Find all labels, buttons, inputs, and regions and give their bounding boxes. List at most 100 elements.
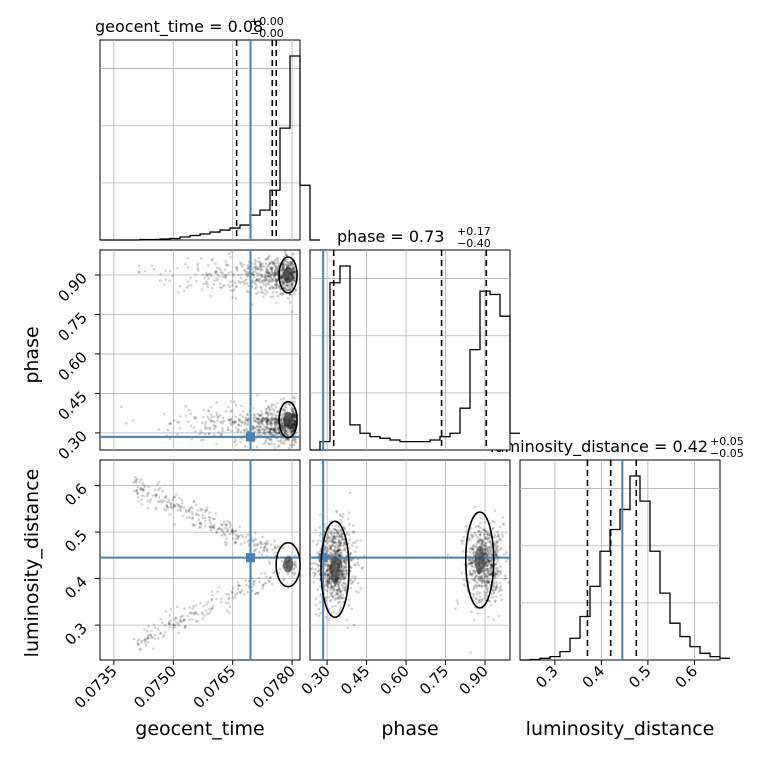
sample-point: [234, 297, 238, 300]
sample-point: [326, 533, 330, 536]
sample-point: [471, 546, 474, 550]
sample-point: [327, 580, 331, 583]
sample-point: [139, 486, 142, 490]
sample-point: [200, 523, 203, 526]
sample-point: [290, 443, 294, 446]
sample-point: [335, 612, 338, 616]
sample-point: [338, 552, 342, 555]
sample-point: [486, 569, 489, 573]
sample-point: [212, 424, 216, 427]
sample-point: [153, 488, 157, 492]
sample-point: [336, 532, 339, 535]
sample-point: [258, 262, 262, 266]
sample-point: [284, 251, 287, 255]
sample-point: [286, 572, 290, 576]
sample-point: [331, 605, 334, 609]
sample-point: [219, 600, 223, 604]
sample-point: [265, 421, 268, 424]
sample-point: [143, 638, 147, 642]
sample-point: [210, 597, 214, 601]
sample-point: [288, 300, 292, 304]
sample-point: [494, 573, 498, 576]
sample-point: [148, 500, 152, 504]
sample-point: [260, 290, 263, 294]
sample-point: [276, 430, 279, 434]
sample-point: [293, 419, 297, 423]
sample-point: [341, 532, 344, 535]
sample-point: [258, 265, 261, 268]
sample-point: [147, 624, 150, 628]
sample-point: [273, 273, 276, 277]
sample-point: [131, 419, 135, 422]
sample-point: [263, 275, 267, 279]
sample-point: [212, 427, 216, 431]
sample-point: [178, 427, 182, 430]
sample-point: [206, 274, 210, 277]
sample-point: [140, 494, 144, 497]
sample-point: [270, 423, 274, 426]
sample-point: [255, 285, 258, 289]
sample-point: [340, 597, 343, 600]
sample-point: [159, 631, 163, 635]
sample-point: [271, 285, 275, 289]
sample-point: [267, 560, 271, 563]
sample-point: [231, 529, 234, 533]
sample-point: [231, 586, 235, 590]
sample-point: [291, 425, 295, 429]
sample-point: [194, 610, 197, 614]
sample-point: [209, 272, 212, 276]
sample-point: [337, 538, 341, 542]
sample-point: [292, 438, 295, 441]
sample-point: [217, 585, 221, 589]
sample-point: [337, 548, 340, 552]
sample-point: [207, 515, 211, 519]
sample-point: [271, 418, 275, 422]
sample-point: [226, 283, 230, 287]
sample-point: [486, 581, 490, 584]
sample-point: [471, 561, 475, 565]
sample-point: [271, 295, 275, 299]
sample-point: [329, 598, 333, 602]
sample-point: [357, 581, 360, 585]
sample-point: [192, 605, 195, 608]
sample-point: [266, 418, 269, 422]
sample-point: [293, 270, 297, 274]
sample-point: [331, 591, 334, 594]
sample-point: [224, 543, 227, 547]
sample-point: [258, 414, 261, 418]
sample-point: [196, 264, 199, 268]
sample-point: [182, 506, 186, 509]
sample-point: [173, 618, 176, 622]
sample-point: [338, 560, 342, 564]
sample-point: [162, 635, 165, 639]
sample-point: [336, 549, 339, 553]
sample-point: [493, 588, 496, 592]
sample-point: [352, 541, 355, 545]
sample-point: [245, 282, 249, 285]
sample-point: [272, 417, 276, 420]
sample-point: [176, 508, 180, 512]
sample-point: [264, 439, 268, 443]
sample-point: [486, 565, 489, 568]
sample-point: [491, 519, 494, 523]
sample-point: [336, 549, 339, 553]
sample-point: [331, 542, 335, 546]
sample-point: [492, 591, 496, 595]
sample-point: [281, 293, 285, 296]
sample-point: [164, 630, 167, 634]
sample-point: [279, 438, 283, 442]
sample-point: [339, 561, 342, 564]
sample-point: [210, 415, 213, 419]
sample-point: [273, 539, 276, 543]
sample-point: [244, 421, 247, 425]
sample-point: [471, 535, 475, 538]
sample-point: [273, 421, 276, 425]
sample-point: [272, 286, 275, 290]
sample-point: [212, 415, 216, 418]
sample-point: [270, 286, 274, 290]
sample-point: [273, 429, 277, 433]
sample-point: [268, 580, 271, 584]
sample-point: [282, 579, 285, 582]
sample-point: [209, 524, 213, 527]
sample-point: [483, 581, 486, 584]
